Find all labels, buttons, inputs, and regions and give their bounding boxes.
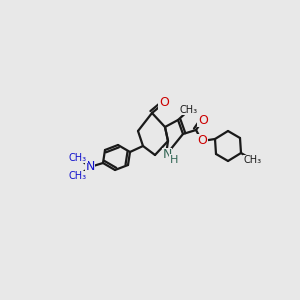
Text: CH₃: CH₃ (69, 171, 87, 181)
Text: N: N (162, 148, 172, 161)
Text: H: H (170, 155, 178, 165)
Text: CH₃: CH₃ (69, 153, 87, 163)
Text: O: O (159, 97, 169, 110)
Text: N: N (85, 160, 95, 173)
Text: O: O (198, 113, 208, 127)
Text: O: O (197, 134, 207, 148)
Text: CH₃: CH₃ (180, 105, 198, 115)
Text: CH₃: CH₃ (244, 155, 262, 165)
